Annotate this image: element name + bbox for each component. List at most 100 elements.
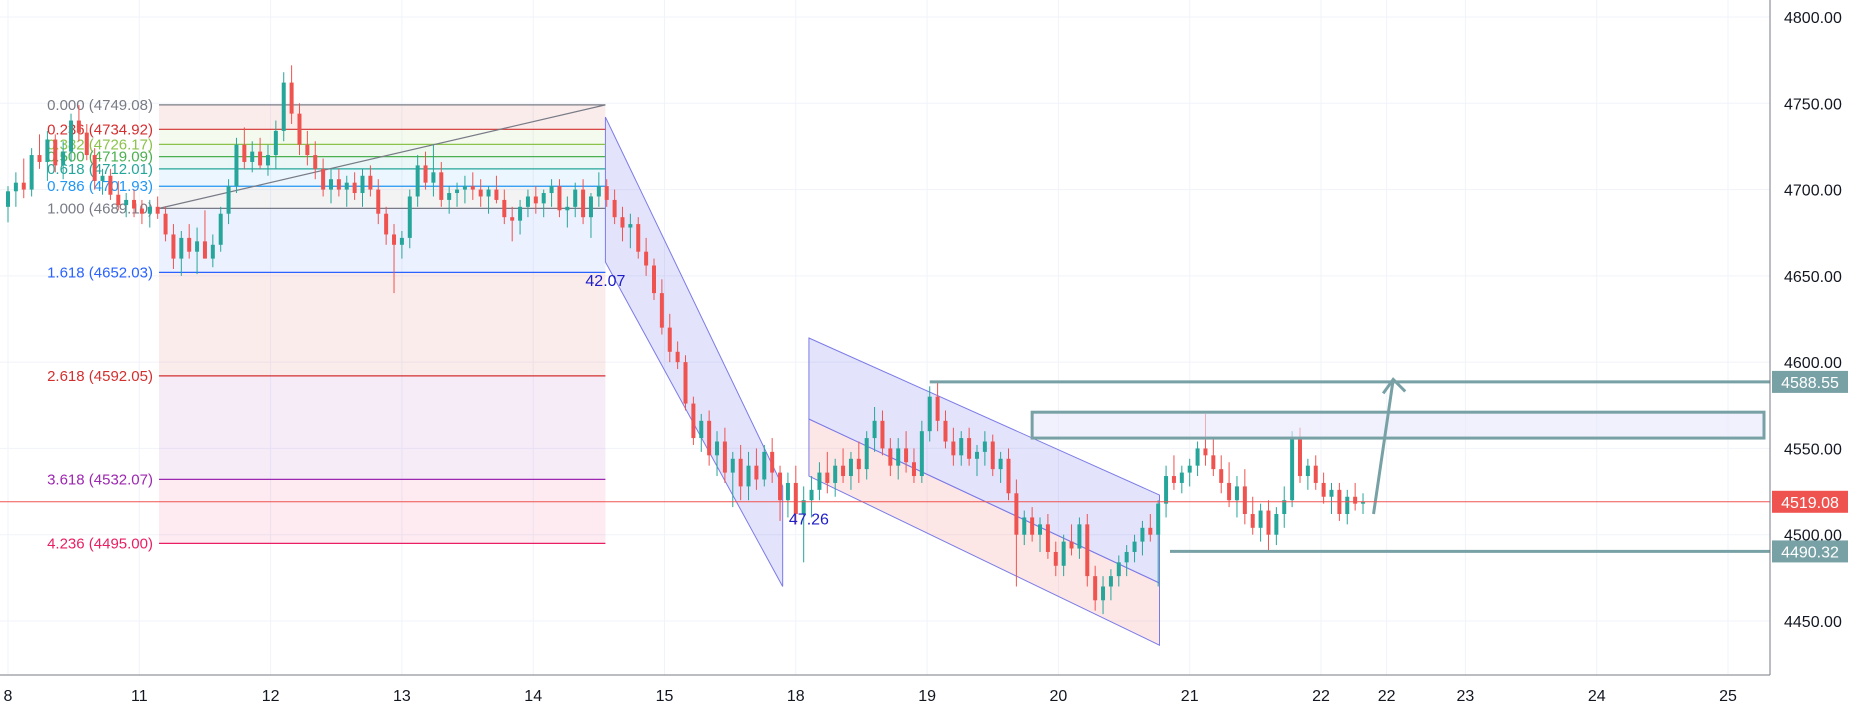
candle-body xyxy=(533,196,538,204)
candle-body xyxy=(809,489,814,501)
candle-body xyxy=(1069,541,1074,549)
candle-body xyxy=(116,194,121,206)
candle-body xyxy=(675,351,680,363)
candle-body xyxy=(1227,482,1232,501)
candle-body xyxy=(21,182,26,190)
candle-body xyxy=(1093,576,1098,601)
candle-body xyxy=(896,448,901,466)
candle-body xyxy=(990,441,995,470)
candle-body xyxy=(825,472,830,483)
candle-body xyxy=(951,441,956,456)
candle-body xyxy=(305,144,310,156)
candle-body xyxy=(1195,448,1200,466)
candle-body xyxy=(833,465,838,483)
candle-body xyxy=(817,472,822,490)
candle-body xyxy=(1085,524,1090,577)
x-tick-label: 24 xyxy=(1588,688,1606,705)
x-tick-label: 22 xyxy=(1312,688,1330,705)
channel-annotation: 47.26 xyxy=(789,511,829,528)
candle-body xyxy=(37,155,42,162)
candle-body xyxy=(84,132,89,156)
candle-body xyxy=(352,182,357,194)
x-tick-label: 23 xyxy=(1457,688,1475,705)
candle-body xyxy=(628,224,633,228)
candle-body xyxy=(1179,472,1184,483)
candle-body xyxy=(407,196,412,238)
candle-body xyxy=(974,451,979,459)
candle-body xyxy=(565,206,570,211)
candle-body xyxy=(730,458,735,473)
candle-body xyxy=(124,199,129,206)
candle-body xyxy=(155,206,160,214)
candle-body xyxy=(588,196,593,218)
candle-body xyxy=(841,465,846,477)
candle-body xyxy=(651,265,656,294)
candle-body xyxy=(911,462,916,477)
y-tick-label: 4600.00 xyxy=(1784,355,1842,372)
candle-body xyxy=(69,120,74,152)
candle-body xyxy=(1282,500,1287,515)
candle-body xyxy=(1006,458,1011,494)
candle-body xyxy=(100,175,105,181)
candle-body xyxy=(1203,448,1208,456)
x-tick-label: 25 xyxy=(1719,688,1737,705)
y-tick-label: 4750.00 xyxy=(1784,96,1842,113)
price-tag xyxy=(1772,540,1848,563)
candle-body xyxy=(431,172,436,183)
candle-body xyxy=(864,438,869,470)
candle-body xyxy=(108,175,113,195)
candle-body xyxy=(612,199,617,218)
candle-body xyxy=(1014,493,1019,535)
candle-body xyxy=(982,441,987,452)
fib-trend-line xyxy=(158,104,606,209)
candle-body xyxy=(344,182,349,190)
y-tick-label: 4550.00 xyxy=(1784,441,1842,458)
candle-body xyxy=(778,472,783,501)
channel-annotation: 42.07 xyxy=(585,273,625,290)
candle-body xyxy=(715,441,720,456)
candle-body xyxy=(226,186,231,214)
fib-level-label: 0.382 (4726.17) xyxy=(47,136,153,153)
candle-body xyxy=(848,458,853,477)
candle-body xyxy=(399,237,404,245)
fib-zone xyxy=(158,208,606,273)
projection-arrow xyxy=(1372,379,1395,515)
y-tick-label: 4650.00 xyxy=(1784,269,1842,286)
candle-body xyxy=(707,420,712,456)
candle-body xyxy=(187,237,192,252)
candle-body xyxy=(265,155,270,166)
candle-body xyxy=(328,179,333,190)
channel-2-lower xyxy=(808,418,1161,646)
price-tag-label: 4490.32 xyxy=(1781,544,1839,561)
candle-body xyxy=(132,199,137,209)
price-tag-label: 4588.55 xyxy=(1781,375,1839,392)
candle-body xyxy=(770,451,775,473)
fib-level-label: 0.000 (4749.08) xyxy=(47,97,153,114)
candle-body xyxy=(691,403,696,439)
candle-body xyxy=(447,193,452,200)
candle-body xyxy=(1353,496,1358,504)
candle-body xyxy=(415,165,420,197)
candle-body xyxy=(1061,541,1066,566)
x-tick-label: 14 xyxy=(524,688,542,705)
candle-body xyxy=(1305,465,1310,477)
candle-body xyxy=(856,458,861,470)
candle-body xyxy=(61,151,66,166)
channel-1 xyxy=(604,116,784,587)
x-tick-label: 11 xyxy=(131,688,148,705)
candle-body xyxy=(699,420,704,439)
candle-body xyxy=(218,213,223,245)
candle-body xyxy=(1038,524,1043,535)
fib-level-label: 2.618 (4592.05) xyxy=(47,368,153,385)
candle-body xyxy=(1053,551,1058,566)
candle-body xyxy=(1022,517,1027,535)
candle-body xyxy=(439,172,444,200)
candle-body xyxy=(289,82,294,114)
candle-body xyxy=(478,189,483,197)
candle-body xyxy=(234,144,239,187)
candle-body xyxy=(549,186,554,194)
candle-body xyxy=(880,420,885,449)
candle-body xyxy=(1187,465,1192,473)
x-tick-label: 18 xyxy=(787,688,805,705)
